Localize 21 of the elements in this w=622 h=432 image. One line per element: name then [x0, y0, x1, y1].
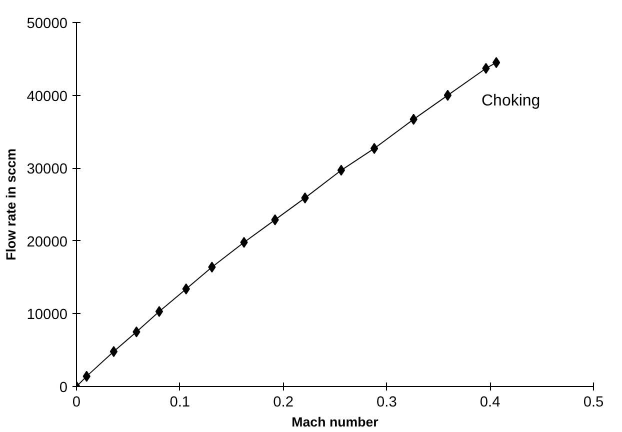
x-tick-label: 0.1 — [170, 394, 190, 410]
point — [492, 57, 500, 68]
y-tick-label: 0 — [59, 380, 68, 396]
y-tick-label: 30000 — [26, 162, 68, 178]
x-axis-title: Mach number — [292, 414, 378, 430]
point — [155, 306, 164, 318]
x-tick-label: 0.5 — [583, 394, 604, 410]
point — [444, 90, 452, 101]
y-tick-label: 20000 — [26, 234, 68, 250]
y-tick-label: 10000 — [26, 307, 68, 324]
point — [337, 164, 346, 176]
x-tick-label: 0.4 — [480, 394, 500, 410]
y-axis-title: Flow rate in sccm — [4, 148, 19, 260]
annotation: Choking — [482, 92, 540, 110]
y-tick-label: 40000 — [26, 88, 68, 105]
point — [370, 142, 378, 154]
y-tick-label: 50000 — [26, 16, 68, 32]
x-tick-label: 0.2 — [273, 394, 294, 410]
x-tick-label: 0.3 — [376, 394, 397, 410]
x-tick-label: 0 — [72, 394, 81, 410]
point — [110, 346, 118, 358]
